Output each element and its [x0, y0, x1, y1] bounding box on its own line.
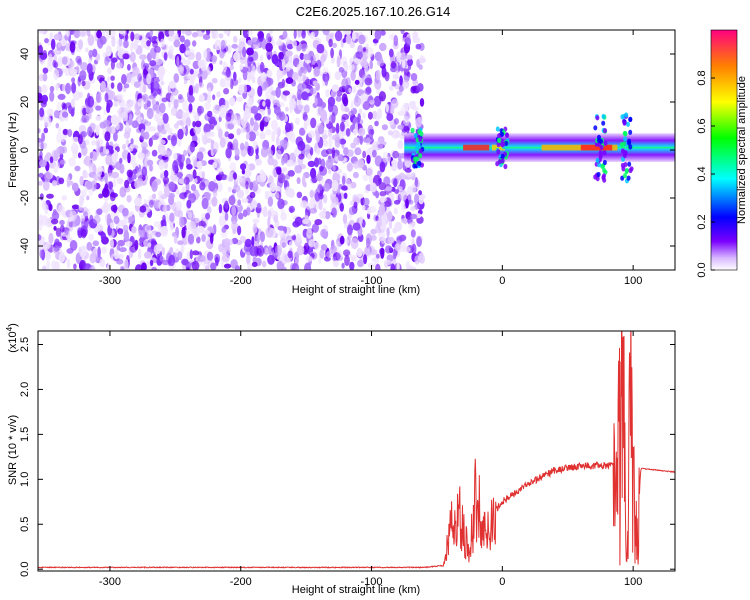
y-tick-label: -40 [19, 238, 31, 254]
spectrogram-x-ticks: -300 -200 -100 0 100 [99, 30, 642, 287]
spectrogram-y-label: Frequency (Hz) [7, 112, 19, 188]
snr-plot [38, 331, 675, 571]
y-tick-label: 0.0 [19, 562, 31, 577]
colorbar-tick-label: 0.6 [696, 118, 708, 133]
x-tick-label: -100 [361, 576, 383, 588]
y-tick-label: 1.5 [19, 427, 31, 442]
x-tick-label: 0 [499, 275, 505, 287]
snr-x-ticks: -300 -200 -100 0 100 [99, 331, 642, 588]
y-tick-label: 2.0 [19, 382, 31, 397]
snr-panel: -300 -200 -100 0 100 0.0 0.5 1.0 1.5 2.0 2.5 Heig… [5, 323, 676, 596]
colorbar-tick-label: 0.2 [696, 214, 708, 229]
spectrogram-y-ticks: -40 -20 0 20 40 [19, 48, 675, 254]
y-tick-label: 0.5 [19, 517, 31, 532]
y-tick-label: 2.5 [19, 337, 31, 352]
x-tick-label: -300 [99, 275, 121, 287]
y-tick-label: 1.0 [19, 472, 31, 487]
x-tick-label: 0 [499, 576, 505, 588]
y-tick-label: 0 [19, 147, 31, 153]
x-tick-label: 100 [624, 576, 642, 588]
snr-series-line [38, 331, 675, 569]
y-tick-label: -20 [19, 190, 31, 206]
snr-x-label: Height of straight line (km) [292, 584, 420, 596]
snr-multiplier: (x104) [5, 323, 19, 353]
spectrogram-plot [38, 30, 675, 270]
colorbar-tick-label: 0.8 [696, 70, 708, 85]
y-tick-label: 40 [19, 48, 31, 60]
x-tick-label: -300 [99, 576, 121, 588]
snr-y-ticks: 0.0 0.5 1.0 1.5 2.0 2.5 [19, 337, 675, 577]
colorbar-ticks: 0.0 0.2 0.4 0.6 0.8 [696, 70, 715, 278]
colorbar-tick-label: 0.4 [696, 166, 708, 181]
x-tick-label: -200 [230, 576, 252, 588]
colorbar-label: Normalized spectral amplitude [736, 76, 748, 224]
spectrogram-signal-band [404, 112, 675, 184]
snr-y-label: SNR (10 * v/v) [7, 415, 19, 485]
spectrogram-x-label: Height of straight line (km) [292, 284, 420, 296]
colorbar-gradient [710, 29, 738, 271]
snr-frame [37, 330, 676, 572]
colorbar: 0.0 0.2 0.4 0.6 0.8 Normalized spectral ampl… [696, 29, 748, 278]
x-tick-label: 100 [624, 275, 642, 287]
y-tick-label: 20 [19, 96, 31, 108]
colorbar-tick-label: 0.0 [696, 262, 708, 277]
snr-background [38, 331, 675, 571]
x-tick-label: -200 [230, 275, 252, 287]
figure-title: C2E6.2025.167.10.26.G14 [296, 4, 451, 19]
x-tick-label: -100 [361, 275, 383, 287]
